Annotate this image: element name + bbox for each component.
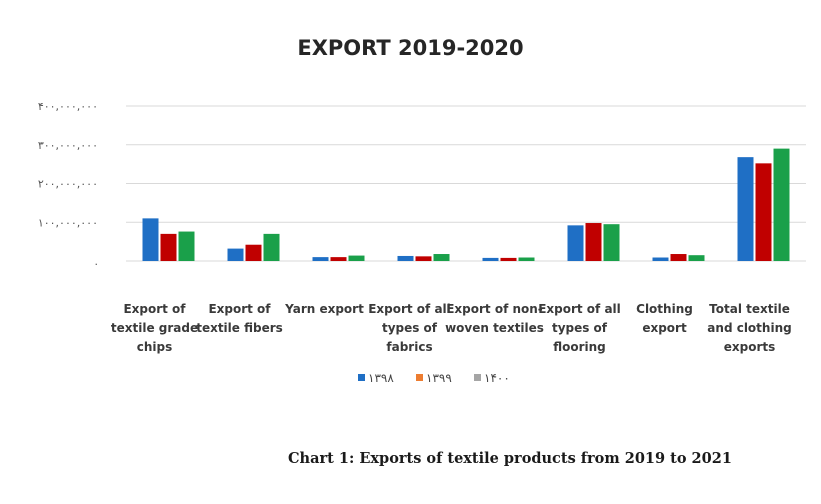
bar bbox=[585, 223, 602, 261]
x-category-label-line: Export of all bbox=[368, 302, 451, 316]
bar bbox=[397, 255, 414, 261]
bar bbox=[652, 257, 669, 261]
x-category-label-line: Clothing bbox=[636, 302, 693, 316]
y-tick-label: ۲۰۰,۰۰۰,۰۰۰ bbox=[38, 178, 98, 191]
x-category-label-line: Export of bbox=[123, 302, 186, 316]
bar bbox=[670, 254, 687, 261]
x-category-label-line: Yarn export bbox=[284, 302, 364, 316]
bar bbox=[142, 218, 159, 261]
x-category-label-line: fabrics bbox=[386, 340, 432, 354]
bar bbox=[330, 257, 347, 261]
legend-label: ۱۳۹۸ bbox=[368, 371, 394, 385]
x-category-label-line: textile fibers bbox=[196, 321, 283, 335]
legend-swatch bbox=[416, 374, 423, 381]
bar bbox=[567, 225, 584, 261]
x-category-label: Export of all types of fabrics bbox=[368, 302, 451, 354]
bar bbox=[755, 163, 772, 261]
x-category-label-line: flooring bbox=[553, 340, 606, 354]
bar bbox=[312, 257, 329, 261]
bar bbox=[227, 248, 244, 261]
x-category-label: Yarn export bbox=[284, 302, 364, 316]
x-category-label: Export of textile fibers bbox=[196, 302, 283, 335]
x-category-label: Export of textile grade chips bbox=[111, 302, 198, 354]
bar bbox=[160, 233, 177, 261]
x-category-label-line: Total textile bbox=[709, 302, 790, 316]
bar-chart: . ۱۰۰,۰۰۰,۰۰۰ ۲۰۰,۰۰۰,۰۰۰ ۳۰۰,۰۰۰,۰۰۰ ۴۰۰,۰۰… bbox=[38, 100, 806, 385]
bar bbox=[348, 255, 365, 261]
bar bbox=[415, 256, 432, 261]
x-category-label-line: types of bbox=[552, 321, 608, 335]
bar bbox=[433, 254, 450, 261]
legend-label: ۱۳۹۹ bbox=[426, 371, 452, 385]
x-category-label-line: textile grade bbox=[111, 321, 198, 335]
legend-swatch bbox=[358, 374, 365, 381]
bar bbox=[773, 148, 790, 261]
chart-title: EXPORT 2019-2020 bbox=[297, 36, 524, 60]
x-category-label: Total textile and clothing exports bbox=[707, 302, 791, 354]
y-tick-label: . bbox=[95, 255, 99, 268]
x-category-label-line: exports bbox=[724, 340, 776, 354]
bar bbox=[603, 224, 620, 261]
x-category-label-line: and clothing bbox=[707, 321, 791, 335]
x-category-label-line: Export of all bbox=[538, 302, 621, 316]
x-category-label-line: woven textiles bbox=[445, 321, 544, 335]
y-tick-label: ۱۰۰,۰۰۰,۰۰۰ bbox=[38, 216, 98, 229]
x-category-label-line: export bbox=[642, 321, 687, 335]
x-category-label: Export of all types of flooring bbox=[538, 302, 621, 354]
x-category-label-line: types of bbox=[382, 321, 438, 335]
bar bbox=[688, 255, 705, 261]
y-tick-label: ۳۰۰,۰۰۰,۰۰۰ bbox=[38, 139, 98, 152]
chart-caption: Chart 1: Exports of textile products fro… bbox=[288, 450, 732, 467]
x-category-label: Export of non-woven textiles bbox=[445, 302, 544, 335]
bar bbox=[482, 257, 499, 261]
bar bbox=[263, 233, 280, 261]
x-category-label-line: chips bbox=[137, 340, 173, 354]
bar bbox=[500, 257, 517, 261]
legend-label: ۱۴۰۰ bbox=[484, 371, 510, 385]
x-category-label-line: Export of bbox=[208, 302, 271, 316]
bar bbox=[245, 244, 262, 261]
x-category-label: Clothing export bbox=[636, 302, 693, 335]
bar bbox=[737, 157, 754, 261]
y-tick-label: ۴۰۰,۰۰۰,۰۰۰ bbox=[38, 100, 98, 113]
x-category-label-line: Export of non- bbox=[446, 302, 543, 316]
bar bbox=[518, 257, 535, 261]
bar bbox=[178, 231, 195, 261]
legend-swatch bbox=[474, 374, 481, 381]
